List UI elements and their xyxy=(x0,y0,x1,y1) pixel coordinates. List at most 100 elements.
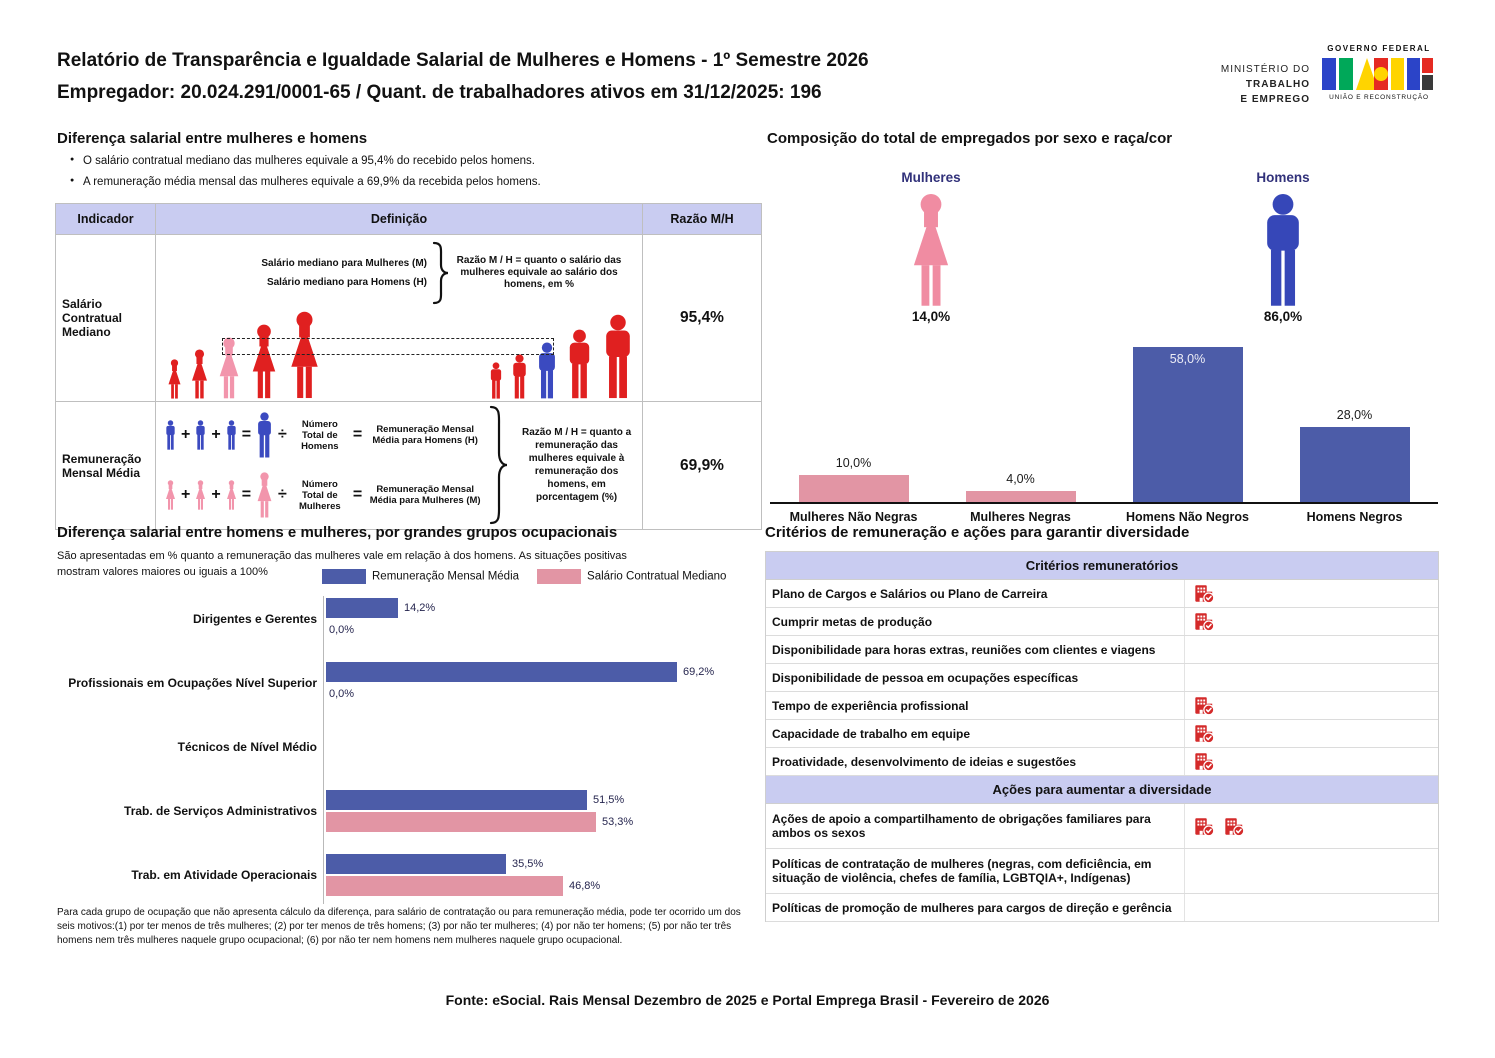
chart-legend: Remuneração Mensal Média Salário Contrat… xyxy=(322,569,726,584)
brasil-logo-mosaic-icon xyxy=(1322,58,1433,90)
male-figure-icon xyxy=(539,342,555,399)
median-label-women: Salário mediano para Mulheres (M) xyxy=(261,257,427,269)
criteria-label: Cumprir metas de produção xyxy=(766,608,1185,635)
occupational-title: Diferença salarial entre homens e mulher… xyxy=(57,524,618,541)
bar-value-label: 51,5% xyxy=(593,794,625,806)
criteria-label: Proatividade, desenvolvimento de ideias … xyxy=(766,748,1185,775)
ministry-line: TRABALHO xyxy=(1245,79,1310,90)
male-figure-icon xyxy=(569,329,590,399)
criteria-row: Tempo de experiência profissional xyxy=(766,692,1438,720)
ministry-line: E EMPREGO xyxy=(1240,94,1310,105)
female-figure-icon xyxy=(168,359,181,399)
governo-federal-logo: GOVERNO FEDERAL UNIÃO E RECONSTRUÇÃO xyxy=(1320,44,1438,101)
composition-title: Composição do total de empregados por se… xyxy=(767,130,1173,147)
formula-result: Remuneração Mensal Média para Mulheres (… xyxy=(369,484,481,506)
female-figure-icon xyxy=(166,480,175,510)
criteria-status xyxy=(1185,692,1438,719)
male-figure-icon xyxy=(1218,189,1348,307)
bar-category-label: Mulheres Não Negras xyxy=(789,510,918,524)
men-label: Homens xyxy=(1256,170,1310,185)
building-check-icon xyxy=(1195,613,1215,632)
category-label: Trab. de Serviços Administrativos xyxy=(124,804,317,818)
bar xyxy=(965,491,1076,502)
male-figure-icon xyxy=(258,412,271,458)
bar xyxy=(326,812,596,832)
female-figure-icon xyxy=(219,337,239,399)
female-figure-icon xyxy=(252,324,276,399)
median-labels: Salário mediano para Mulheres (M) Salári… xyxy=(222,251,427,296)
male-figure-icon xyxy=(490,362,502,399)
criteria-row: Políticas de contratação de mulheres (ne… xyxy=(766,849,1438,894)
male-figure-icon xyxy=(513,354,526,399)
bar-value-label: 46,8% xyxy=(569,880,601,892)
ratio-value: 69,9% xyxy=(642,401,762,530)
bar-category-label: Homens Negros xyxy=(1306,510,1403,524)
occupational-bar-chart: Dirigentes e Gerentes 14,2% 0,0% Profission… xyxy=(57,596,757,920)
criteria-row: Disponibilidade para horas extras, reuni… xyxy=(766,636,1438,664)
bar-value-label: 53,3% xyxy=(602,816,634,828)
female-figure-icon xyxy=(226,480,236,510)
female-figure-icon xyxy=(192,349,207,399)
category-label: Dirigentes e Gerentes xyxy=(192,612,317,626)
criteria-label: Disponibilidade de pessoa em ocupações e… xyxy=(766,664,1185,691)
criteria-status xyxy=(1185,636,1438,663)
criteria-status xyxy=(1185,664,1438,691)
x-axis xyxy=(770,502,1438,504)
women-summary: Mulheres 14,0% xyxy=(866,170,996,324)
table-row: Remuneração Mensal Média + + = ÷ Número Tota… xyxy=(55,401,762,530)
men-summary: Homens 86,0% xyxy=(1218,170,1348,324)
plus-sign: + xyxy=(181,486,191,503)
equals-sign: = xyxy=(241,426,252,443)
category-axis xyxy=(323,596,324,904)
category-label: Trab. em Atividade Operacionais xyxy=(131,868,317,882)
plus-sign: + xyxy=(181,426,191,443)
bar xyxy=(326,662,677,682)
criteria-label: Capacidade de trabalho em equipe xyxy=(766,720,1185,747)
bar xyxy=(798,475,909,502)
criteria-status xyxy=(1185,849,1438,893)
male-figure-icon xyxy=(1267,194,1299,306)
indicator-name: Salário Contratual Mediano xyxy=(55,234,156,402)
indicator-name: Remuneração Mensal Média xyxy=(55,401,156,530)
bar-value-label: 0,0% xyxy=(329,624,355,636)
building-check-icon xyxy=(1195,697,1215,716)
bar xyxy=(1132,347,1243,502)
criteria-section-header: Ações para aumentar a diversidade xyxy=(766,776,1438,804)
male-figure-icon xyxy=(196,420,206,450)
criteria-label: Ações de apoio a compartilhamento de obr… xyxy=(766,804,1185,848)
bar-value-label: 4,0% xyxy=(1006,472,1035,486)
ratio-value: 95,4% xyxy=(642,234,762,402)
brace-icon xyxy=(432,241,449,305)
salary-gap-title: Diferença salarial entre mulheres e home… xyxy=(57,130,368,147)
report-subtitle: Empregador: 20.024.291/0001-65 / Quant. … xyxy=(57,82,822,103)
legend-item: Remuneração Mensal Média xyxy=(322,569,519,584)
male-figure-icon xyxy=(166,420,175,450)
legend-label: Salário Contratual Mediano xyxy=(587,570,727,583)
male-figure-icon xyxy=(227,420,236,450)
building-check-icon xyxy=(1195,725,1215,744)
occupational-subtitle: São apresentadas em % quanto a remuneraç… xyxy=(57,550,627,578)
bullet-item: O salário contratual mediano das mulhere… xyxy=(70,155,710,167)
bar-category-label: Homens Não Negros xyxy=(1126,510,1249,524)
formula-result: Remuneração Mensal Média para Homens (H) xyxy=(372,424,478,446)
bar xyxy=(1299,427,1410,502)
women-average-formula: + + = ÷ Número Total de Mulheres = Remuneração… xyxy=(164,467,484,523)
ministry-line: MINISTÉRIO DO xyxy=(1220,64,1310,75)
female-figure-icon xyxy=(257,472,272,518)
women-percentage: 14,0% xyxy=(911,309,951,324)
average-note: Razão M / H = quanto a remuneração das m… xyxy=(521,427,632,503)
criteria-label: Plano de Cargos e Salários ou Plano de C… xyxy=(766,580,1185,607)
criteria-label: Políticas de promoção de mulheres para c… xyxy=(766,894,1185,921)
female-figure-icon xyxy=(866,189,996,307)
col-header-definicao: Definição xyxy=(155,203,643,235)
criteria-row: Capacidade de trabalho em equipe xyxy=(766,720,1438,748)
plus-sign: + xyxy=(211,426,221,443)
women-group xyxy=(166,311,323,399)
composition-bar-chart: 10,0% Mulheres Não Negras 4,0% Mulheres Neg… xyxy=(770,347,1438,526)
bar-value-label: 58,0% xyxy=(1169,352,1206,366)
legend-item: Salário Contratual Mediano xyxy=(537,569,726,584)
equals-sign: = xyxy=(352,426,363,443)
building-check-icon xyxy=(1195,585,1215,604)
criteria-status xyxy=(1185,720,1438,747)
